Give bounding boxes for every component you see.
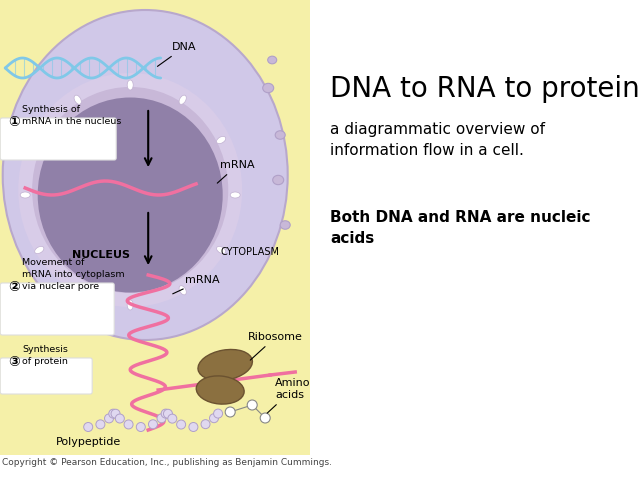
Text: Both DNA and RNA are nucleic
acids: Both DNA and RNA are nucleic acids	[330, 210, 591, 246]
Ellipse shape	[275, 131, 285, 139]
Text: a diagrammatic overview of
information flow in a cell.: a diagrammatic overview of information f…	[330, 122, 545, 158]
Circle shape	[84, 422, 93, 432]
Circle shape	[124, 420, 133, 429]
Circle shape	[148, 420, 157, 429]
FancyBboxPatch shape	[0, 283, 114, 335]
Ellipse shape	[262, 84, 274, 93]
Circle shape	[161, 409, 170, 418]
Circle shape	[214, 409, 223, 418]
Ellipse shape	[38, 97, 223, 292]
Ellipse shape	[74, 95, 81, 104]
Circle shape	[247, 400, 257, 410]
Text: mRNA: mRNA	[217, 160, 255, 183]
Text: Synthesis of
mRNA in the nucleus: Synthesis of mRNA in the nucleus	[22, 105, 122, 126]
Circle shape	[96, 420, 105, 429]
Text: ②: ②	[8, 280, 20, 294]
Ellipse shape	[179, 286, 186, 295]
Ellipse shape	[127, 300, 133, 310]
Text: ①: ①	[8, 115, 20, 129]
Circle shape	[109, 409, 118, 418]
Ellipse shape	[196, 376, 244, 404]
Circle shape	[189, 422, 198, 432]
Circle shape	[209, 414, 218, 423]
Circle shape	[201, 420, 210, 429]
Ellipse shape	[35, 136, 44, 144]
Text: Synthesis
of protein: Synthesis of protein	[22, 345, 68, 366]
Ellipse shape	[230, 192, 240, 198]
Circle shape	[136, 422, 145, 432]
Text: CYTOPLASM: CYTOPLASM	[220, 247, 279, 257]
Ellipse shape	[268, 56, 276, 64]
Circle shape	[111, 409, 120, 418]
FancyBboxPatch shape	[0, 118, 116, 160]
Ellipse shape	[198, 349, 252, 381]
Circle shape	[225, 407, 236, 417]
Ellipse shape	[3, 10, 288, 340]
Text: Polypeptide: Polypeptide	[56, 437, 121, 447]
Ellipse shape	[127, 80, 133, 90]
Ellipse shape	[179, 95, 186, 104]
Ellipse shape	[216, 246, 226, 253]
Circle shape	[177, 420, 186, 429]
Ellipse shape	[25, 80, 236, 300]
Ellipse shape	[273, 175, 284, 185]
FancyBboxPatch shape	[0, 358, 92, 394]
Ellipse shape	[35, 246, 44, 253]
Text: mRNA: mRNA	[173, 275, 220, 294]
Text: Movement of
mRNA into cytoplasm
via nuclear pore: Movement of mRNA into cytoplasm via nucl…	[22, 258, 125, 291]
Text: Amino
acids: Amino acids	[268, 378, 310, 413]
Circle shape	[115, 414, 124, 423]
Text: ③: ③	[8, 355, 20, 369]
Circle shape	[168, 414, 177, 423]
Circle shape	[163, 409, 172, 418]
Circle shape	[157, 414, 166, 423]
Circle shape	[104, 414, 113, 423]
Text: NUCLEUS: NUCLEUS	[72, 250, 130, 260]
Ellipse shape	[216, 136, 226, 144]
Circle shape	[260, 413, 270, 423]
Text: Ribosome: Ribosome	[248, 332, 303, 360]
Text: DNA: DNA	[157, 42, 196, 66]
Ellipse shape	[74, 286, 81, 295]
Text: DNA to RNA to protein:: DNA to RNA to protein:	[330, 75, 640, 103]
Text: Copyright © Pearson Education, Inc., publishing as Benjamin Cummings.: Copyright © Pearson Education, Inc., pub…	[2, 458, 332, 467]
Ellipse shape	[280, 221, 290, 229]
Ellipse shape	[20, 192, 30, 198]
